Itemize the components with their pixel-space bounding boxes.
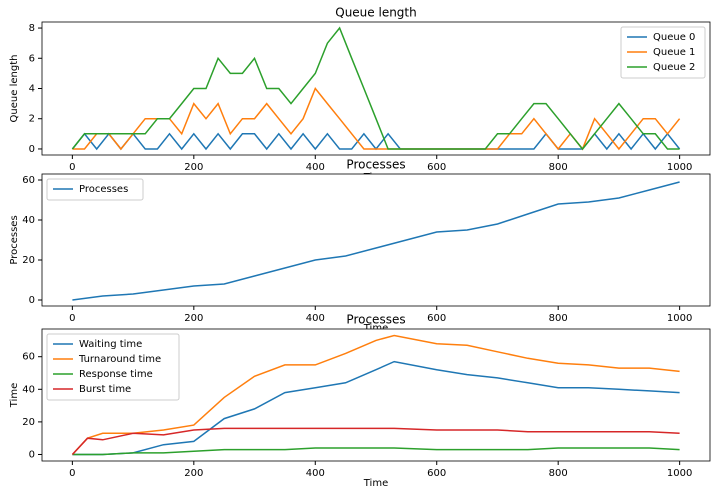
x-tick-label: 1000: [667, 162, 692, 173]
chart-title: Queue length: [335, 6, 417, 20]
legend-label: Queue 0: [653, 32, 695, 43]
x-tick-label: 200: [184, 313, 203, 324]
x-tick-label: 1000: [667, 468, 692, 479]
y-tick-label: 0: [29, 295, 35, 306]
data-line: [71, 334, 680, 456]
x-tick-label: 400: [306, 468, 325, 479]
x-tick-label: 600: [427, 162, 446, 173]
x-tick-label: 0: [69, 313, 75, 324]
axes-frame: [41, 21, 711, 156]
y-tick-label: 60: [22, 175, 35, 186]
y-tick-label: 0: [29, 144, 35, 155]
plot-area: [42, 174, 710, 306]
x-tick-label: 800: [549, 468, 568, 479]
x-tick-label: 1000: [667, 313, 692, 324]
legend-box: [620, 26, 706, 79]
plot-area: [42, 22, 710, 155]
y-tick-label: 40: [22, 384, 35, 395]
y-axis-label: Queue length: [9, 55, 20, 123]
x-tick-label: 800: [549, 162, 568, 173]
legend-box: [46, 178, 144, 201]
x-tick-label: 0: [69, 468, 75, 479]
legend-box: [46, 333, 180, 401]
x-tick-label: 200: [184, 162, 203, 173]
x-tick-label: 600: [427, 468, 446, 479]
x-axis-label: Time: [363, 478, 388, 489]
legend-label: Queue 1: [653, 47, 695, 58]
legend-label: Waiting time: [79, 339, 142, 350]
x-tick-label: 600: [427, 313, 446, 324]
y-tick-label: 0: [29, 449, 35, 460]
x-tick-label: 400: [306, 313, 325, 324]
y-tick-label: 6: [29, 53, 35, 64]
x-tick-label: 400: [306, 162, 325, 173]
y-tick-label: 4: [29, 84, 35, 95]
axes-frame: [41, 328, 711, 462]
x-axis-label: Time: [363, 323, 388, 334]
data-line: [72, 360, 680, 456]
data-line: [72, 447, 680, 456]
legend-label: Response time: [79, 369, 153, 380]
y-axis-label: Time: [9, 383, 20, 408]
y-tick-label: 40: [22, 215, 35, 226]
x-tick-label: 800: [549, 313, 568, 324]
x-tick-label: 0: [69, 162, 75, 173]
chart-title: Processes: [346, 158, 405, 172]
y-tick-label: 20: [22, 417, 35, 428]
y-axis-label: Processes: [9, 215, 20, 264]
y-tick-label: 60: [22, 352, 35, 363]
y-tick-label: 2: [29, 114, 35, 125]
data-line: [71, 427, 680, 456]
chart-title: Processes: [346, 313, 405, 327]
y-tick-label: 20: [22, 255, 35, 266]
axes-frame: [41, 173, 711, 307]
legend-label: Processes: [79, 184, 128, 195]
legend-label: Turnaround time: [78, 354, 161, 365]
legend-label: Queue 2: [653, 62, 695, 73]
x-tick-label: 200: [184, 468, 203, 479]
data-line: [72, 181, 680, 301]
y-tick-label: 8: [29, 23, 35, 34]
legend-label: Burst time: [79, 384, 131, 395]
data-line: [71, 26, 680, 151]
